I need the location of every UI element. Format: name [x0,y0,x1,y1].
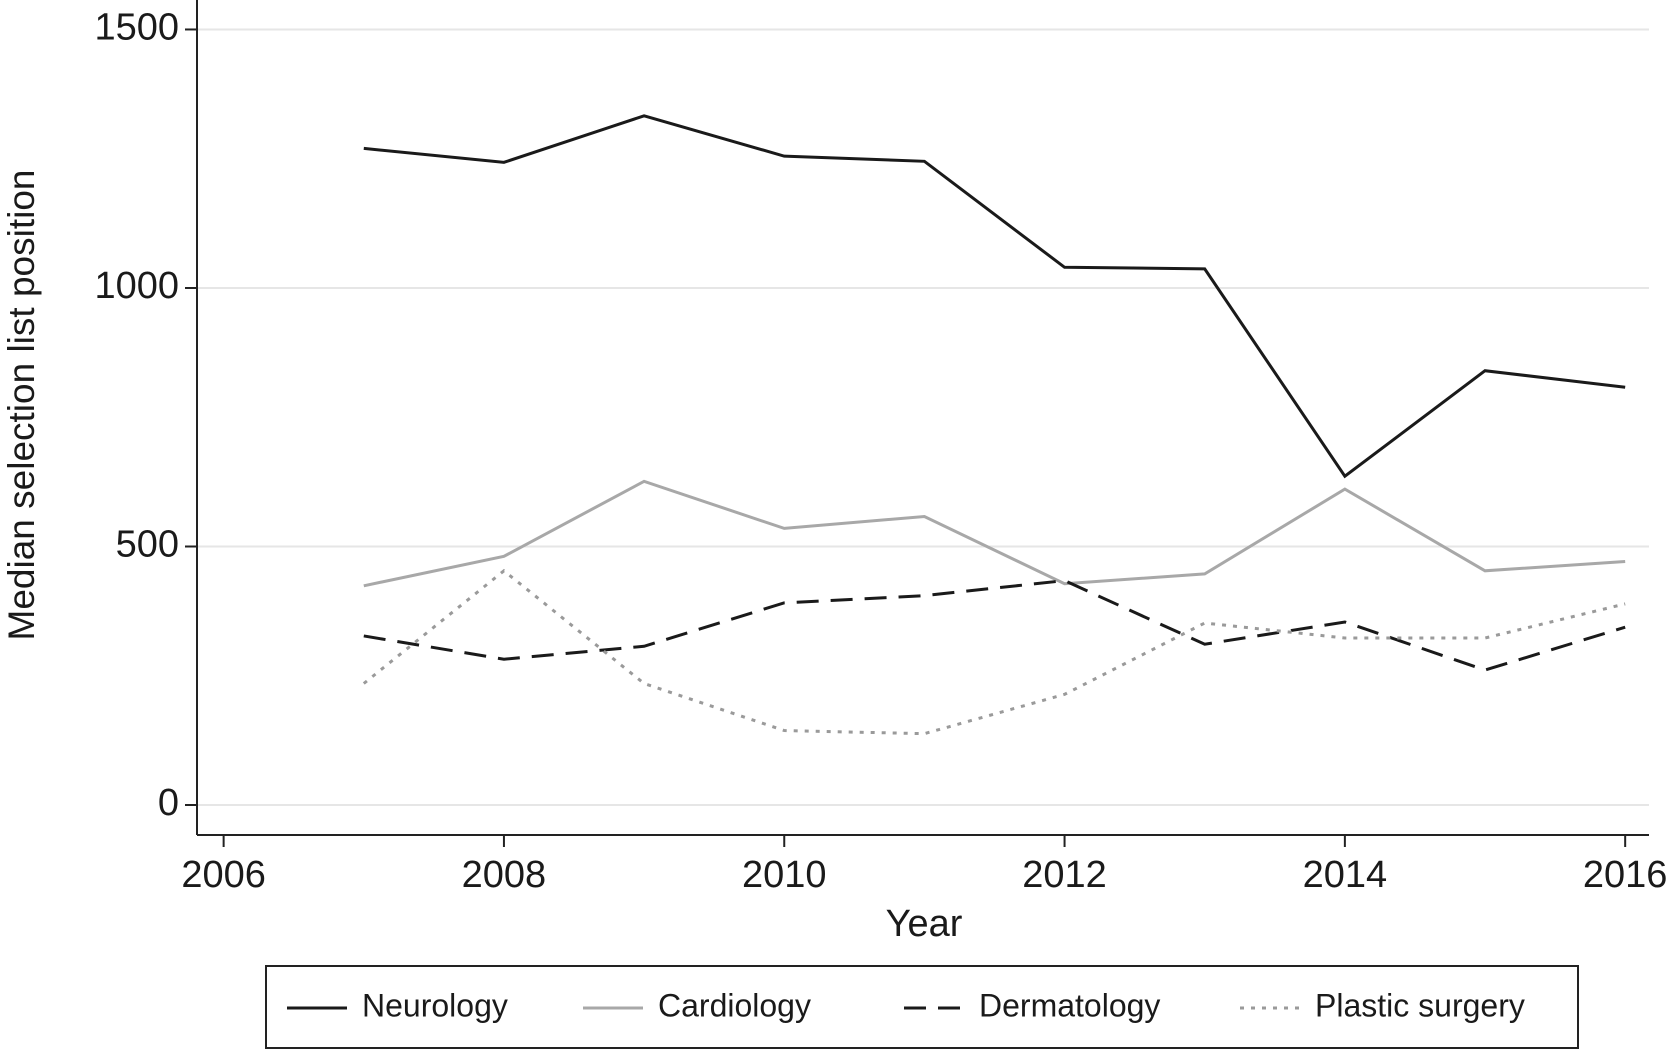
x-tick-label: 2010 [742,854,827,896]
legend-label: Plastic surgery [1315,987,1525,1023]
x-tick-label: 2006 [181,854,266,896]
y-tick-label: 500 [116,524,179,566]
x-tick-label: 2012 [1022,854,1107,896]
legend-label: Cardiology [658,987,811,1023]
y-axis-title: Median selection list position [1,170,42,641]
y-tick-label: 0 [158,782,179,824]
series-line [363,114,1626,479]
x-tick-label: 2008 [462,854,547,896]
legend-label: Neurology [362,987,508,1023]
y-tick-label: 1000 [94,265,179,307]
legend-label: Dermatology [979,987,1160,1023]
x-axis-title: Year [886,903,963,945]
x-tick-label: 2014 [1303,854,1388,896]
x-tick-label: 2016 [1583,854,1668,896]
series-line [363,579,1626,672]
series-line [363,479,1626,588]
y-tick-label: 1500 [94,7,179,49]
